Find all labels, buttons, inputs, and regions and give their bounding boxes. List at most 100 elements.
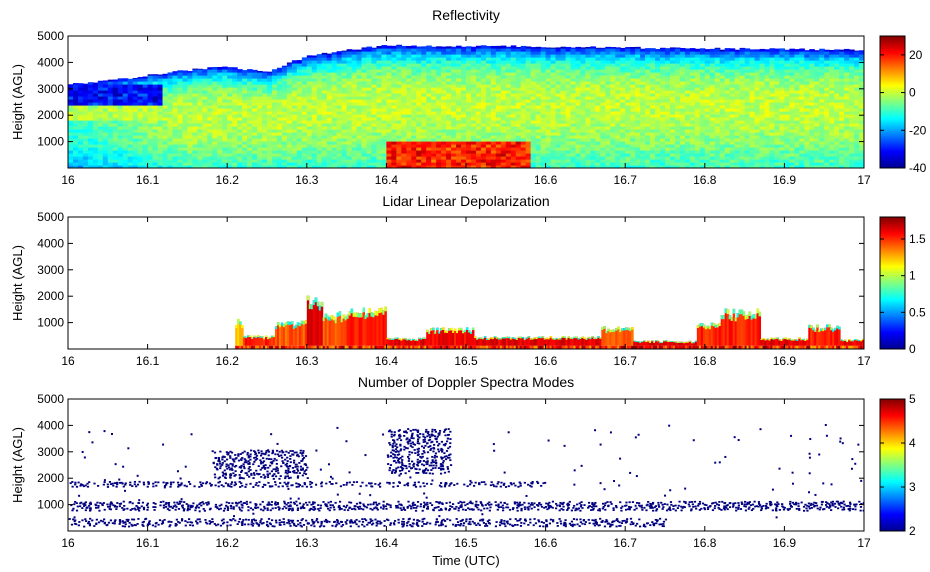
reflectivity-cell — [590, 111, 596, 115]
reflectivity-cell — [411, 72, 417, 76]
reflectivity-cell — [132, 105, 139, 109]
reflectivity-cell — [665, 96, 671, 100]
reflectivity-cell — [92, 147, 99, 151]
reflectivity-cell — [271, 117, 278, 121]
reflectivity-cell — [386, 99, 392, 103]
reflectivity-cell — [112, 126, 119, 130]
reflectivity-cell — [207, 99, 213, 103]
reflectivity-cell — [72, 84, 79, 88]
reflectivity-cell — [242, 132, 248, 136]
reflectivity-cell — [376, 144, 383, 148]
reflectivity-cell — [431, 57, 437, 61]
reflectivity-cell — [237, 99, 243, 103]
reflectivity-cell — [640, 138, 646, 142]
reflectivity-cell — [222, 132, 228, 136]
reflectivity-cell — [386, 126, 392, 130]
reflectivity-cell — [426, 78, 432, 82]
reflectivity-cell — [431, 159, 437, 163]
reflectivity-cell — [262, 99, 268, 103]
reflectivity-cell — [301, 81, 308, 85]
reflectivity-cell — [406, 54, 412, 58]
reflectivity-cell — [630, 159, 636, 163]
reflectivity-cell — [580, 141, 586, 145]
reflectivity-cell — [575, 63, 582, 67]
reflectivity-cell — [500, 165, 507, 168]
reflectivity-cell — [411, 102, 417, 106]
reflectivity-cell — [510, 57, 517, 61]
reflectivity-cell — [446, 99, 452, 103]
reflectivity-cell — [500, 69, 507, 73]
reflectivity-cell — [167, 96, 174, 100]
reflectivity-cell — [311, 114, 318, 118]
reflectivity-cell — [615, 66, 621, 70]
reflectivity-cell — [411, 135, 417, 139]
reflectivity-cell — [212, 69, 218, 73]
reflectivity-cell — [535, 105, 542, 109]
reflectivity-cell — [182, 75, 188, 79]
reflectivity-cell — [341, 150, 348, 154]
reflectivity-cell — [451, 132, 457, 136]
reflectivity-cell — [470, 51, 477, 55]
reflectivity-cell — [351, 81, 358, 85]
reflectivity-cell — [724, 93, 731, 97]
reflectivity-cell — [92, 108, 99, 112]
reflectivity-cell — [535, 54, 542, 58]
reflectivity-cell — [222, 75, 228, 79]
reflectivity-cell — [515, 46, 522, 49]
reflectivity-cell — [82, 99, 89, 103]
reflectivity-cell — [446, 123, 452, 127]
reflectivity-cell — [525, 51, 532, 55]
reflectivity-cell — [461, 96, 467, 100]
reflectivity-cell — [451, 87, 457, 91]
reflectivity-cell — [665, 54, 671, 58]
reflectivity-cell — [207, 165, 213, 168]
reflectivity-cell — [301, 105, 308, 109]
reflectivity-cell — [585, 120, 591, 124]
reflectivity-cell — [719, 84, 726, 88]
reflectivity-cell — [192, 138, 198, 142]
reflectivity-cell — [182, 114, 188, 118]
reflectivity-cell — [286, 162, 293, 166]
reflectivity-cell — [416, 123, 422, 127]
reflectivity-cell — [182, 162, 188, 166]
reflectivity-cell — [351, 105, 358, 109]
reflectivity-cell — [436, 48, 442, 52]
reflectivity-cell — [152, 96, 159, 100]
reflectivity-cell — [515, 141, 522, 145]
reflectivity-cell — [311, 138, 318, 142]
reflectivity-cell — [316, 54, 323, 58]
reflectivity-cell — [714, 84, 721, 88]
reflectivity-cell — [660, 153, 666, 157]
reflectivity-cell — [341, 63, 348, 67]
reflectivity-cell — [162, 90, 169, 94]
reflectivity-cell — [262, 78, 268, 82]
reflectivity-cell — [257, 90, 263, 94]
reflectivity-cell — [97, 87, 104, 91]
reflectivity-cell — [416, 105, 422, 109]
reflectivity-cell — [187, 81, 193, 85]
reflectivity-cell — [545, 93, 552, 97]
reflectivity-cell — [590, 72, 596, 76]
reflectivity-cell — [565, 99, 572, 103]
reflectivity-cell — [515, 117, 522, 121]
reflectivity-cell — [222, 135, 228, 139]
reflectivity-cell — [570, 99, 577, 103]
reflectivity-cell — [411, 165, 417, 168]
reflectivity-cell — [485, 90, 492, 94]
reflectivity-cell — [431, 162, 437, 166]
reflectivity-cell — [600, 108, 606, 112]
reflectivity-cell — [570, 159, 577, 163]
reflectivity-cell — [560, 54, 567, 58]
reflectivity-cell — [386, 117, 392, 121]
reflectivity-cell — [351, 93, 358, 97]
reflectivity-cell — [620, 138, 626, 142]
reflectivity-cell — [461, 114, 467, 118]
reflectivity-cell — [505, 81, 512, 85]
reflectivity-cell — [406, 141, 412, 145]
reflectivity-cell — [331, 60, 338, 64]
reflectivity-cell — [520, 162, 527, 166]
reflectivity-cell — [555, 51, 562, 55]
reflectivity-cell — [411, 144, 417, 148]
reflectivity-cell — [92, 111, 99, 115]
reflectivity-cell — [580, 48, 586, 52]
